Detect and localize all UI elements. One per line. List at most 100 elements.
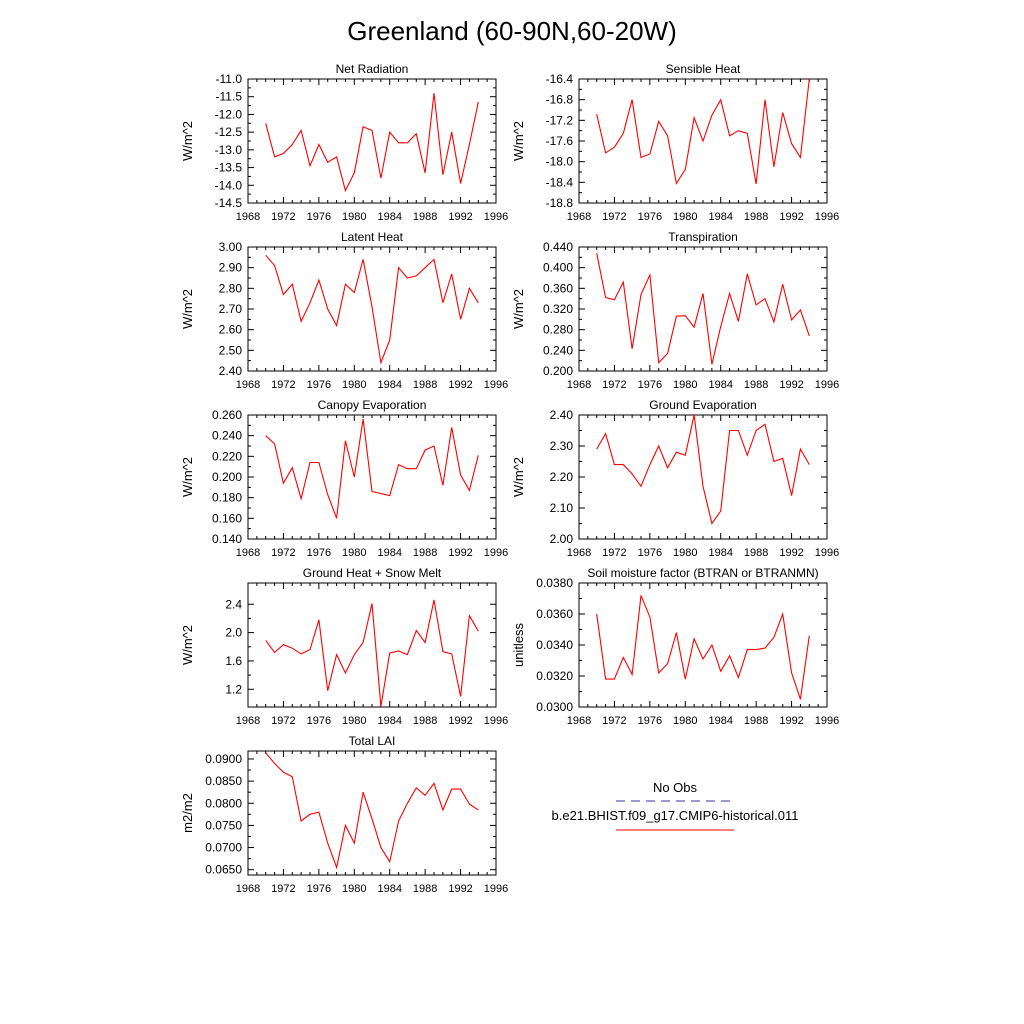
y-tick-label: 0.0850	[205, 774, 242, 788]
x-tick-label: 1976	[638, 547, 662, 559]
y-tick-label: -17.2	[546, 113, 574, 127]
x-tick-label: 1972	[602, 547, 626, 559]
panel-title: Sensible Heat	[666, 62, 741, 76]
y-axis-label: W/m^2	[180, 625, 195, 665]
y-tick-label: 2.70	[219, 302, 243, 316]
x-tick-label: 1996	[815, 379, 839, 391]
y-tick-label: -13.5	[215, 161, 243, 175]
series-line	[265, 419, 479, 519]
y-tick-label: -18.0	[546, 155, 574, 169]
x-tick-label: 1980	[342, 211, 366, 223]
y-tick-label: -14.5	[215, 196, 243, 210]
y-tick-label: 0.0380	[536, 576, 573, 590]
panel-title: Transpiration	[668, 230, 738, 244]
x-tick-label: 1976	[638, 211, 662, 223]
x-tick-label: 1996	[815, 211, 839, 223]
series-line	[596, 595, 810, 700]
x-tick-label: 1988	[413, 211, 437, 223]
x-tick-label: 1972	[271, 379, 295, 391]
y-axis-label: unitless	[511, 622, 526, 667]
panel-title: Net Radiation	[336, 62, 409, 76]
y-tick-label: 0.200	[543, 364, 573, 378]
x-tick-label: 1972	[602, 211, 626, 223]
x-tick-label: 1972	[271, 715, 295, 727]
legend-label-model: b.e21.BHIST.f09_g17.CMIP6-historical.011	[552, 808, 799, 823]
x-tick-label: 1972	[271, 883, 295, 895]
series-line	[265, 599, 479, 707]
x-tick-label: 1968	[236, 883, 260, 895]
x-tick-label: 1976	[638, 379, 662, 391]
chart-panel: Latent Heat W/m^2 1968 1972 1976 1980 1984 1988…	[180, 230, 508, 391]
y-tick-label: 0.0320	[536, 669, 573, 683]
x-tick-label: 1972	[602, 715, 626, 727]
y-tick-label: 2.80	[219, 281, 243, 295]
series-line	[596, 253, 810, 365]
y-tick-label: 2.40	[550, 408, 574, 422]
x-tick-label: 1988	[744, 715, 768, 727]
y-tick-label: 0.0340	[536, 638, 573, 652]
figure-title: Greenland (60-90N,60-20W)	[347, 16, 677, 46]
x-tick-label: 1976	[638, 715, 662, 727]
y-tick-label: 1.2	[225, 682, 242, 696]
x-tick-label: 1968	[236, 547, 260, 559]
y-tick-label: 2.4	[225, 597, 242, 611]
x-tick-label: 1996	[815, 715, 839, 727]
x-tick-label: 1984	[377, 379, 401, 391]
chart-panel: Net Radiation W/m^2 1968 1972 1976 1980 1984 19…	[180, 62, 508, 223]
x-tick-label: 1980	[342, 715, 366, 727]
y-tick-label: -12.0	[215, 107, 243, 121]
y-tick-label: 0.0900	[205, 752, 242, 766]
y-axis-label: W/m^2	[180, 121, 195, 161]
panel-title: Ground Heat + Snow Melt	[303, 566, 442, 580]
y-tick-label: 0.0800	[205, 796, 242, 810]
chart-panel: Ground Evaporation W/m^2 1968 1972 1976 1980 1…	[511, 398, 839, 559]
x-tick-label: 1992	[448, 715, 472, 727]
y-axis-label: W/m^2	[511, 121, 526, 161]
y-tick-label: 0.440	[543, 240, 573, 254]
y-tick-label: 0.220	[212, 449, 242, 463]
x-tick-label: 1992	[448, 211, 472, 223]
x-tick-label: 1984	[708, 211, 732, 223]
panel-title: Total LAI	[349, 734, 396, 748]
chart-panel: Transpiration W/m^2 1968 1972 1976 1980 1984 19…	[511, 230, 839, 391]
x-tick-label: 1980	[342, 883, 366, 895]
series-line	[596, 414, 810, 525]
y-tick-label: 2.00	[550, 532, 574, 546]
x-tick-label: 1992	[448, 379, 472, 391]
x-tick-label: 1972	[602, 379, 626, 391]
x-tick-label: 1968	[236, 211, 260, 223]
x-tick-label: 1980	[673, 547, 697, 559]
x-tick-label: 1984	[377, 883, 401, 895]
y-tick-label: 2.0	[225, 626, 242, 640]
series-line	[265, 752, 479, 870]
legend: No Obs b.e21.BHIST.f09_g17.CMIP6-histori…	[552, 780, 799, 831]
y-tick-label: -14.0	[215, 178, 243, 192]
x-tick-label: 1988	[413, 547, 437, 559]
x-tick-label: 1988	[413, 715, 437, 727]
y-tick-label: 0.0650	[205, 863, 242, 877]
x-tick-label: 1980	[673, 211, 697, 223]
series-line	[265, 254, 479, 365]
y-tick-label: 0.140	[212, 532, 242, 546]
y-tick-label: 0.180	[212, 491, 242, 505]
x-tick-label: 1988	[413, 379, 437, 391]
x-tick-label: 1984	[377, 715, 401, 727]
x-tick-label: 1984	[708, 715, 732, 727]
y-tick-label: 0.400	[543, 261, 573, 275]
y-tick-label: 1.6	[225, 654, 242, 668]
chart-panel: Ground Heat + Snow Melt W/m^2 1968 1972 1976…	[180, 566, 508, 727]
y-tick-label: 0.320	[543, 302, 573, 316]
y-axis-label: m2/m2	[180, 793, 195, 833]
y-tick-label: 2.10	[550, 501, 574, 515]
x-tick-label: 1996	[484, 715, 508, 727]
x-tick-label: 1984	[377, 547, 401, 559]
y-tick-label: 2.60	[219, 323, 243, 337]
y-tick-label: 0.0360	[536, 607, 573, 621]
y-tick-label: 0.260	[212, 408, 242, 422]
y-tick-label: 2.20	[550, 470, 574, 484]
y-tick-label: 0.0700	[205, 841, 242, 855]
y-tick-label: 0.160	[212, 511, 242, 525]
y-tick-label: -18.8	[546, 196, 574, 210]
x-tick-label: 1980	[342, 547, 366, 559]
